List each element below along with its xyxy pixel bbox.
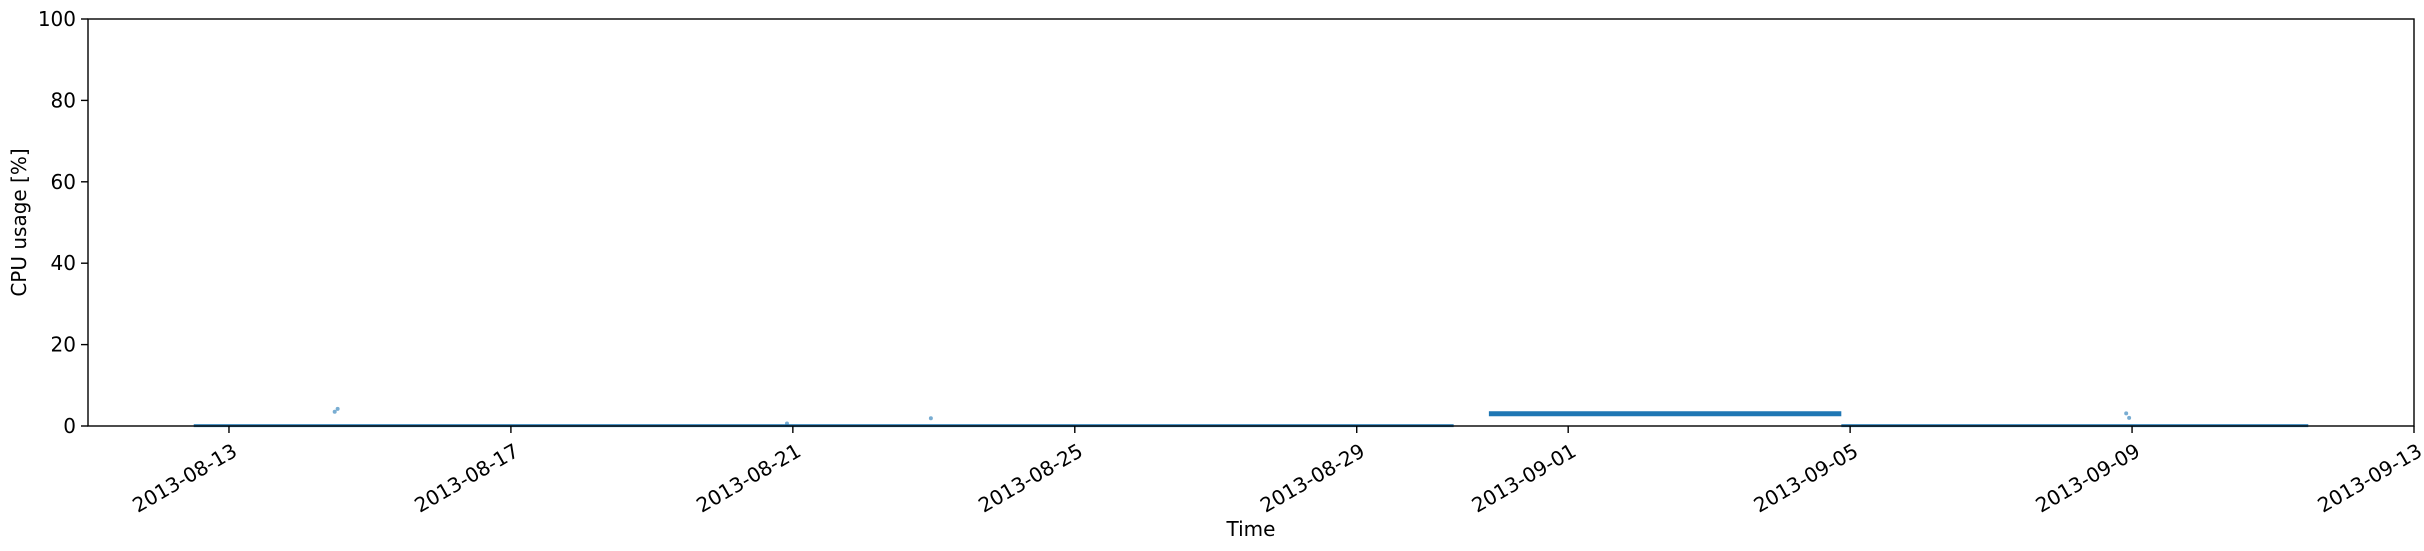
x-axis-label: Time xyxy=(1226,517,1276,541)
y-tick-label: 100 xyxy=(38,7,76,31)
x-tick-label: 2013-08-17 xyxy=(410,439,523,518)
x-tick-label: 2013-09-05 xyxy=(1749,439,1862,518)
x-tick-label: 2013-08-25 xyxy=(974,439,1087,518)
plot-frame xyxy=(87,18,2415,427)
data-point xyxy=(2124,411,2129,416)
y-tick-label: 40 xyxy=(51,251,76,275)
data-point xyxy=(2127,415,2132,420)
x-tick-label: 2013-08-21 xyxy=(692,439,805,518)
axis-ticks: 0 20 40 60 80 100 2013-08-13 2013-08-17 2013-08-… xyxy=(38,7,2424,517)
plot-data xyxy=(193,406,2309,428)
y-tick-label: 0 xyxy=(63,414,76,438)
x-tick-label: 2013-09-01 xyxy=(1468,439,1581,518)
y-tick-label: 60 xyxy=(51,170,76,194)
y-tick-label: 20 xyxy=(51,333,76,357)
data-point xyxy=(784,421,789,426)
x-tick-label: 2013-09-09 xyxy=(2031,439,2144,518)
data-point xyxy=(928,416,933,421)
y-axis-label: CPU usage [%] xyxy=(7,148,31,296)
x-tick-label: 2013-09-13 xyxy=(2313,439,2424,518)
data-point xyxy=(332,409,337,414)
x-tick-label: 2013-08-29 xyxy=(1256,439,1369,518)
y-tick-label: 80 xyxy=(51,88,76,112)
x-tick-label: 2013-08-13 xyxy=(128,439,241,518)
data-point xyxy=(335,406,340,411)
